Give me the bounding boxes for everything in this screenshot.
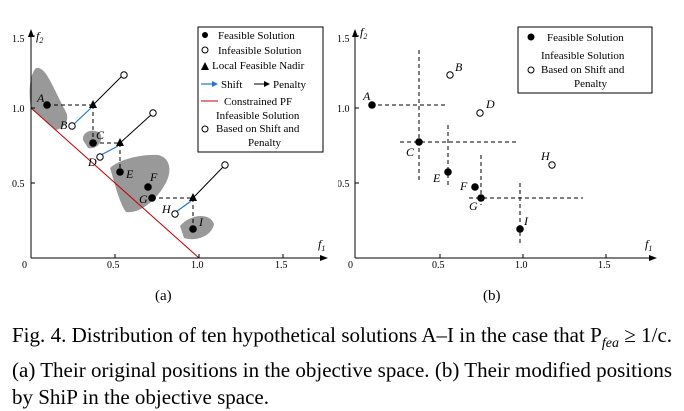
figure-caption: Fig. 4. Distribution of ten hypothetical…: [12, 322, 672, 411]
y-tick-1: 1.0: [12, 104, 25, 115]
label-e: E: [125, 167, 134, 181]
x-tick-1: 0.5: [107, 260, 120, 271]
point-h: [171, 210, 179, 218]
subfigure-a: 0 0.5 1.0 1.5 0.5 1.0 1.5 f2 f1: [0, 0, 340, 310]
y-axis-label: f2: [36, 29, 43, 45]
point-f: [144, 183, 152, 191]
b-label-c: C: [406, 145, 415, 159]
label-f: F: [149, 170, 158, 184]
b-x-tick-1: 0.5: [432, 260, 445, 271]
subfigure-b: 0 0.5 1.0 1.5 0.5 1.0 1.5 f2 f1: [337, 0, 684, 310]
legend-b-shifted-3: Penalty: [574, 78, 607, 90]
caption-line2: 1/c. (a) Their original positions in the…: [12, 323, 673, 410]
infeasible-region-1: [29, 67, 68, 130]
legend-b-shifted-2: Based on Shift and: [541, 64, 625, 76]
b-point-h: [548, 161, 556, 169]
b-y-tick-1: 1.0: [338, 104, 350, 115]
label-g: G: [139, 192, 148, 206]
legend-b-shifted-1: Infeasible Solution: [541, 50, 625, 62]
penalty-arrows: [92, 75, 225, 199]
b-point-g: [477, 194, 485, 202]
plot-b-svg: 0 0.5 1.0 1.5 0.5 1.0 1.5 f2 f1: [337, 25, 657, 304]
y-axis-b-arrow: [352, 29, 358, 37]
b-y-tick-0: 0.5: [338, 179, 350, 190]
b-label-d: D: [485, 97, 495, 111]
plot-a-svg: 0 0.5 1.0 1.5 0.5 1.0 1.5 f2 f1: [12, 26, 328, 304]
point-g: [148, 194, 156, 202]
label-a: A: [36, 91, 45, 105]
y-tick-2: 1.5: [12, 34, 25, 45]
label-b: B: [60, 118, 68, 132]
b-label-h: H: [540, 149, 551, 163]
x-axis-arrow: [320, 255, 328, 261]
y-tick-0: 0.5: [12, 179, 25, 190]
b-label-i: I: [523, 214, 529, 228]
label-i: I: [198, 215, 204, 229]
x-axis-label: f1: [318, 237, 325, 253]
dominance-lines: [371, 50, 583, 245]
legend-a-feasible: Feasible Solution: [218, 30, 295, 42]
b-label-e: E: [432, 171, 441, 185]
b-x-tick-0: 0: [348, 260, 353, 271]
nadir-lines: [47, 104, 194, 229]
nadir-marker-3: [189, 193, 197, 201]
subfigure-b-label: (b): [483, 288, 501, 304]
point-d: [96, 153, 104, 161]
shifted-marker-d: [149, 109, 157, 117]
caption-geq: ≥: [618, 323, 636, 347]
y-axis-arrow: [28, 29, 34, 37]
b-label-b: B: [455, 60, 463, 74]
label-h: H: [161, 202, 172, 216]
label-d: D: [87, 155, 97, 169]
legend-a-shift: Shift: [221, 79, 242, 91]
infeasible-region-4: [180, 215, 214, 240]
b-x-tick-2: 1.0: [515, 260, 528, 271]
label-c: C: [96, 128, 105, 142]
legend-a-infeasible: Infeasible Solution: [218, 45, 302, 57]
b-point-e: [444, 168, 452, 176]
b-point-b: [446, 71, 454, 79]
b-y-axis-label: f2: [360, 25, 367, 41]
b-y-tick-2: 1.5: [338, 34, 350, 45]
shifted-marker-h: [221, 161, 229, 169]
nadir-marker-2: [116, 138, 124, 146]
x-tick-3: 1.5: [275, 260, 288, 271]
point-c: [89, 139, 97, 147]
b-point-f: [471, 183, 479, 191]
point-b: [68, 122, 76, 130]
legend-a-nadir: Local Feasible Nadir: [212, 60, 305, 72]
legend-b-feasible: Feasible Solution: [547, 32, 624, 44]
x-tick-2: 1.0: [191, 260, 204, 271]
shifted-marker-b: [120, 71, 128, 79]
constrained-pf-line: [30, 107, 200, 259]
x-axis-b-arrow: [649, 255, 657, 261]
point-i: [189, 225, 197, 233]
b-point-a: [368, 101, 376, 109]
caption-line1: Fig. 4. Distribution of ten hypothetical…: [12, 323, 602, 347]
legend-a-shifted-3: Penalty: [248, 137, 281, 149]
point-e: [116, 168, 124, 176]
nadir-marker-1: [89, 100, 97, 108]
figure: 0 0.5 1.0 1.5 0.5 1.0 1.5 f2 f1: [0, 0, 684, 310]
subfigure-a-label: (a): [155, 288, 172, 304]
b-point-c: [415, 138, 423, 146]
b-label-f: F: [459, 179, 468, 193]
b-label-g: G: [469, 199, 478, 213]
b-point-i: [516, 225, 524, 233]
legend-a-box: [197, 26, 324, 153]
shift-arrows: [73, 107, 192, 213]
caption-subscript: fea: [601, 336, 619, 352]
legend-a-penalty: Penalty: [273, 79, 306, 91]
b-label-a: A: [362, 89, 371, 103]
b-x-tick-3: 1.5: [598, 260, 611, 271]
b-point-d: [476, 109, 484, 117]
legend-b-box: [517, 26, 653, 94]
legend-a-shifted-1: Infeasible Solution: [216, 110, 300, 122]
point-a: [43, 101, 51, 109]
legend-a-shifted-2: Based on Shift and: [216, 123, 300, 135]
b-x-axis-label: f1: [645, 237, 652, 253]
x-tick-0: 0: [22, 260, 27, 271]
legend-a-pf: Constrained PF: [224, 96, 292, 108]
